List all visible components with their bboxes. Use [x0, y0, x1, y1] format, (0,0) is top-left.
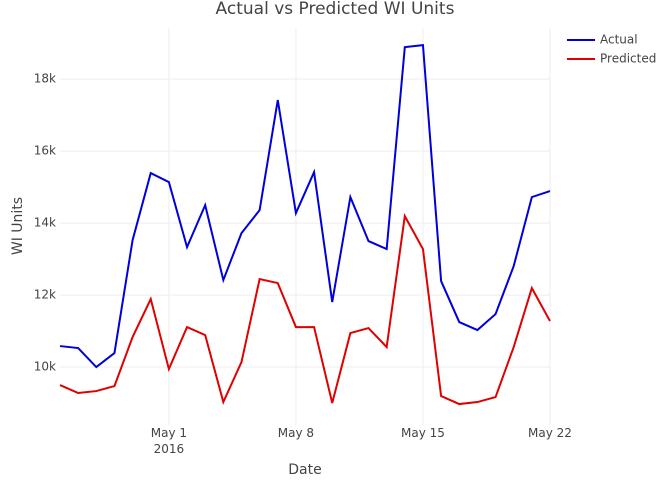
- x-tick-label: May 8: [278, 426, 314, 440]
- y-tick-label: 12k: [34, 288, 56, 302]
- x-tick-label: May 22: [528, 426, 572, 440]
- line-series: [59, 44, 551, 369]
- y-tick-label: 14k: [34, 216, 56, 230]
- x-axis-label: Date: [288, 462, 321, 478]
- legend-label: Predicted: [600, 52, 656, 66]
- x-tick-label: May 1 2016: [151, 426, 187, 456]
- y-axis-label: WI Units: [10, 197, 26, 255]
- line-series: [59, 212, 551, 406]
- y-tick-label: 10k: [34, 360, 56, 374]
- y-tick-label: 16k: [34, 144, 56, 158]
- x-tick-label: May 15: [401, 426, 445, 440]
- legend-label: Actual: [600, 33, 638, 47]
- y-tick-label: 18k: [34, 72, 56, 86]
- chart-title: Actual vs Predicted WI Units: [216, 0, 455, 19]
